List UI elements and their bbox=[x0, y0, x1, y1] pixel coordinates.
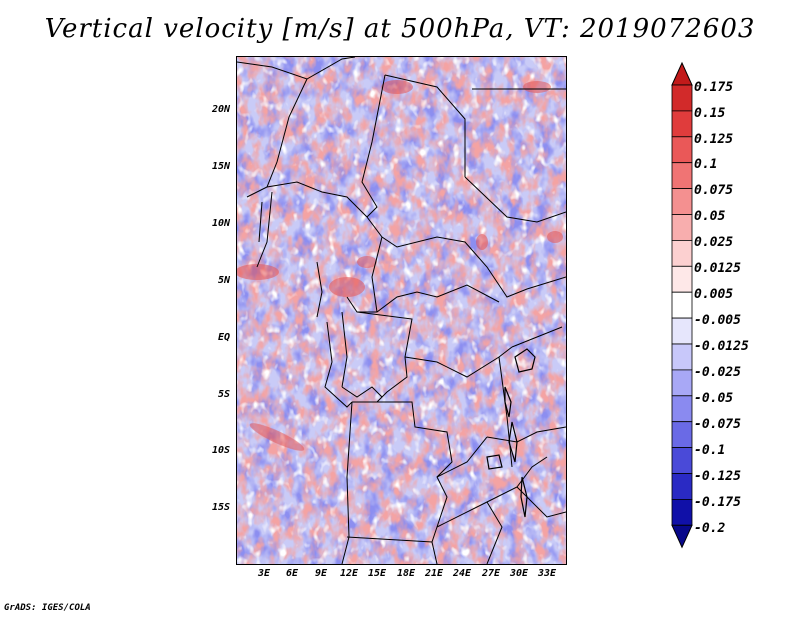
lon-label-21e: 21E bbox=[424, 568, 444, 579]
colorbar-segment-13 bbox=[671, 395, 693, 423]
cb-label-12: -0.05 bbox=[694, 391, 734, 406]
lon-label-15e: 15E bbox=[367, 568, 387, 579]
cb-label-10: -0.0125 bbox=[694, 339, 749, 354]
lon-label-33e: 33E bbox=[537, 568, 557, 579]
map-plot-area bbox=[236, 56, 567, 565]
lon-label-24e: 24E bbox=[452, 568, 472, 579]
cb-label-2: 0.125 bbox=[694, 132, 734, 147]
cb-label-7: 0.0125 bbox=[694, 261, 741, 276]
colorbar-segment-15 bbox=[671, 447, 693, 474]
colorbar-segment-12 bbox=[671, 369, 693, 397]
lat-label-20n: 20N bbox=[211, 104, 230, 115]
colorbar-segment-5 bbox=[671, 188, 693, 215]
colorbar-segment-16 bbox=[671, 473, 693, 500]
colorbar-segment-11 bbox=[671, 343, 693, 371]
colorbar-segment-4 bbox=[671, 162, 693, 189]
lat-label-15s: 15S bbox=[211, 502, 230, 513]
cb-label-8: 0.005 bbox=[694, 287, 734, 302]
colorbar-segment-2 bbox=[671, 110, 693, 138]
cb-label-15: -0.125 bbox=[694, 469, 741, 484]
lon-label-3e: 3E bbox=[257, 568, 271, 579]
cb-label-16: -0.175 bbox=[694, 495, 741, 510]
colorbar-segment-10 bbox=[671, 317, 693, 345]
cb-label-11: -0.025 bbox=[694, 365, 741, 380]
lon-label-6e: 6E bbox=[285, 568, 299, 579]
country-borders bbox=[237, 57, 566, 564]
colorbar-segment-6 bbox=[671, 214, 693, 241]
cb-label-17: -0.2 bbox=[694, 521, 726, 536]
chart-title: Vertical velocity [m/s] at 500hPa, VT: 2… bbox=[44, 14, 756, 44]
lon-label-27e: 27E bbox=[481, 568, 501, 579]
colorbar-segment-7 bbox=[671, 239, 693, 267]
lon-label-30e: 30E bbox=[509, 568, 529, 579]
lat-label-15n: 15N bbox=[211, 161, 230, 172]
lon-label-18e: 18E bbox=[396, 568, 416, 579]
colorbar-segment-14 bbox=[671, 421, 693, 449]
cb-label-3: 0.1 bbox=[694, 157, 718, 172]
cb-label-1: 0.15 bbox=[694, 106, 726, 121]
lon-label-12e: 12E bbox=[339, 568, 359, 579]
colorbar-segment-1 bbox=[671, 84, 693, 112]
grads-credit: GrADS: IGES/COLA bbox=[4, 603, 91, 613]
colorbar-segment-8 bbox=[671, 265, 693, 293]
cb-label-4: 0.075 bbox=[694, 183, 734, 198]
colorbar-top-arrow bbox=[671, 61, 693, 86]
lat-label-eq: EQ bbox=[217, 332, 230, 343]
cb-label-9: -0.005 bbox=[694, 313, 741, 328]
lat-label-5s: 5S bbox=[217, 389, 230, 400]
lat-label-10n: 10N bbox=[211, 218, 230, 229]
colorbar-segment-9 bbox=[671, 291, 693, 319]
lon-label-9e: 9E bbox=[314, 568, 328, 579]
lake-outlines bbox=[486, 348, 536, 518]
cb-label-0: 0.175 bbox=[694, 80, 734, 95]
colorbar-segment-17 bbox=[671, 498, 693, 526]
strong-updraft-patches bbox=[237, 80, 563, 451]
cb-label-13: -0.075 bbox=[694, 417, 741, 432]
cb-label-14: -0.1 bbox=[694, 443, 726, 458]
colorbar-bottom-arrow bbox=[671, 524, 693, 549]
cb-label-6: 0.025 bbox=[694, 235, 734, 250]
lat-label-5n: 5N bbox=[217, 275, 230, 286]
colorbar bbox=[671, 61, 693, 549]
cb-label-5: 0.05 bbox=[694, 209, 726, 224]
map-field-svg bbox=[237, 57, 566, 564]
colorbar-segment-3 bbox=[671, 136, 693, 164]
lat-label-10s: 10S bbox=[211, 445, 230, 456]
field-neutral-layer bbox=[237, 57, 566, 564]
